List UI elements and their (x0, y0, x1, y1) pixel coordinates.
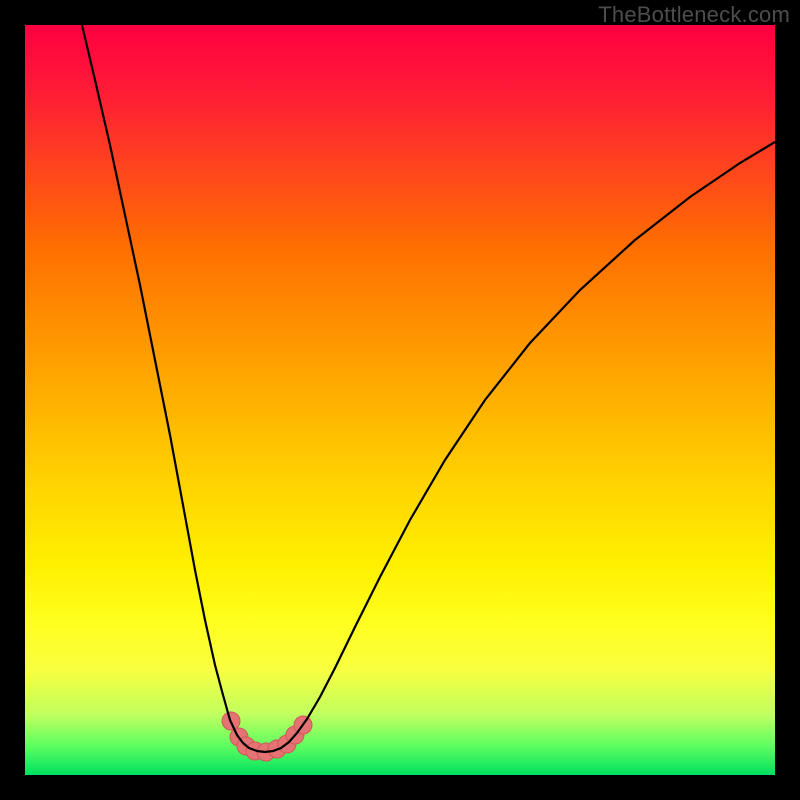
bottleneck-curve (82, 25, 775, 752)
curve-layer (25, 25, 775, 775)
plot-area (25, 25, 775, 775)
watermark-text: TheBottleneck.com (598, 2, 790, 28)
marker-group (222, 712, 312, 761)
chart-frame: TheBottleneck.com (0, 0, 800, 800)
